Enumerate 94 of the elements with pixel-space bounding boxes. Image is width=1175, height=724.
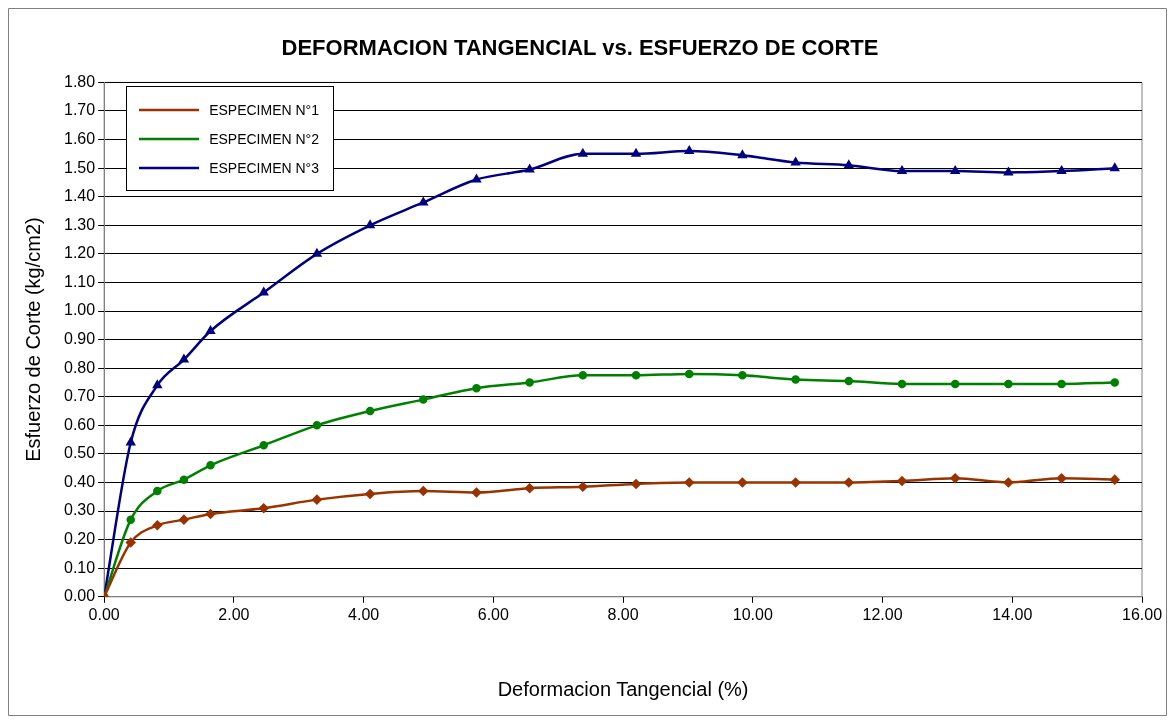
point [472,174,481,183]
x-tick-label: 10.00 [732,605,773,623]
point [897,476,907,486]
point [684,477,694,488]
x-tick-label: 12.00 [862,605,903,623]
point [1056,473,1067,483]
y-tick-label: 0.30 [64,501,96,519]
legend-label: ESPECIMEN N°1 [209,101,319,118]
point [125,537,136,548]
point [205,509,216,519]
point [897,379,907,389]
chart-title: DEFORMACION TANGENCIAL vs. ESFUERZO DE CORTE [281,35,879,61]
point [365,406,375,416]
point [179,475,189,484]
x-tick-label: 2.00 [218,605,250,623]
x-axis-title: Deformacion Tangencial (%) [497,677,749,700]
point [206,326,215,335]
point [1057,379,1066,389]
point [312,421,322,430]
y-tick-label: 1.50 [64,158,96,176]
y-tick-label: 1.00 [64,301,96,319]
x-tick-label: 16.00 [1121,605,1163,623]
point [844,160,854,169]
point [525,378,534,387]
point [126,437,136,446]
y-tick-label: 0.00 [64,587,96,605]
point [179,514,189,525]
y-tick-label: 0.40 [64,472,96,490]
y-tick-label: 1.20 [64,244,96,262]
point [152,520,163,531]
point [471,487,482,498]
point [1004,167,1013,176]
legend-label: ESPECIMEN N°2 [209,130,319,147]
point [844,376,854,386]
legend-label: ESPECIMEN N°3 [209,159,319,176]
point [950,473,960,483]
y-tick-label: 0.60 [64,415,96,433]
point [684,369,694,379]
y-tick-label: 0.20 [64,530,96,548]
x-tick-label: 4.00 [348,605,380,623]
y-tick-label: 1.70 [64,101,96,119]
point [578,482,588,492]
point [525,164,534,173]
y-tick-label: 0.50 [64,444,96,462]
x-tick-label: 6.00 [477,605,510,623]
point [1003,477,1014,488]
point [1110,474,1120,485]
point [950,379,960,389]
point [365,489,375,499]
point [419,395,428,404]
point [631,479,641,489]
point [1110,378,1120,387]
point [738,371,747,380]
point [844,477,854,488]
point [524,483,535,493]
y-tick-label: 1.10 [64,272,96,290]
point [950,166,960,174]
point [897,166,907,174]
point [791,375,800,384]
x-tick-label: 0.00 [88,605,120,623]
point [1004,379,1013,389]
point [631,371,641,380]
y-tick-label: 1.60 [64,129,96,147]
point [258,503,269,513]
point [472,383,481,393]
y-tick-label: 1.80 [64,72,96,90]
y-tick-label: 0.80 [64,358,96,376]
point [418,486,429,496]
y-tick-label: 1.30 [64,215,96,233]
x-tick-label: 14.00 [992,605,1033,623]
point [259,287,268,296]
point [206,461,215,470]
x-tick-label: 8.00 [607,605,639,623]
point [419,197,428,206]
point [684,146,694,154]
point [153,380,162,389]
point [1057,166,1066,174]
point [737,477,748,488]
y-tick-label: 0.10 [64,558,96,576]
point [312,494,322,505]
point [365,220,375,229]
point [126,515,135,524]
point [153,486,162,496]
point [738,150,747,159]
point [1110,163,1120,172]
point [259,441,268,450]
y-tick-label: 1.40 [64,187,96,205]
y-axis-title: Esfuerzo de Corte (kg/cm2) [21,217,44,462]
point [578,371,588,380]
y-tick-label: 0.90 [64,330,96,348]
point [790,477,801,488]
point [791,157,800,166]
y-tick-label: 0.70 [64,387,96,405]
point [179,354,189,363]
